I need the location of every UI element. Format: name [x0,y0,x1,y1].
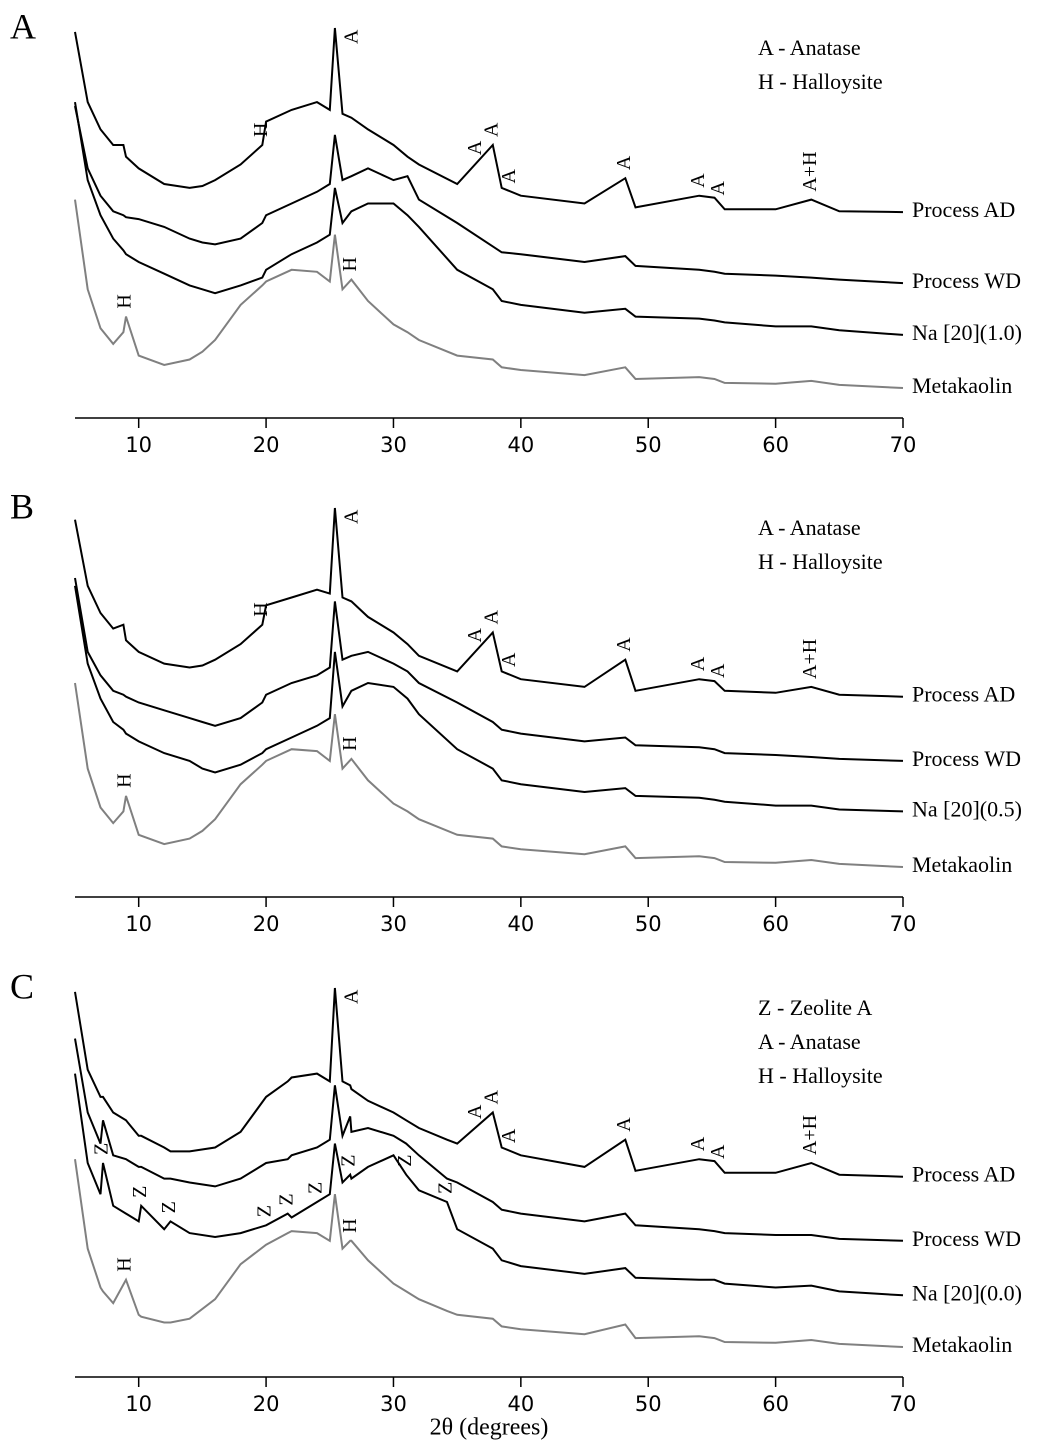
panel-label: C [10,966,34,1006]
x-tick-label: 60 [762,433,789,457]
xrd-pattern [74,101,904,336]
x-tick-label: 10 [125,1392,152,1416]
peak-label: H [339,1218,361,1232]
x-tick-label: 20 [253,912,280,936]
peak-label: H [250,123,272,137]
xrd-pattern [74,1159,904,1348]
x-tick-label: 70 [890,1392,917,1416]
peak-label: A [464,1104,486,1119]
legend-text: H - Halloysite [758,1063,883,1088]
x-tick-label: 70 [890,912,917,936]
peak-label: Z [254,1205,276,1217]
x-tick-label: 50 [635,912,662,936]
peak-label: Z [158,1201,180,1213]
xrd-pattern [74,1038,904,1242]
x-tick-label: 20 [253,433,280,457]
peak-label: H [114,294,136,308]
xrd-pattern [74,507,904,698]
legend-text: A - Anatase [758,35,861,60]
series-label: Metakaolin [912,373,1012,398]
peak-label: Z [275,1193,297,1205]
xrd-pattern [74,1073,904,1297]
x-axis-label: 2θ (degrees) [430,1415,549,1441]
panel-label: B [10,486,34,526]
series-label: Process AD [912,1162,1015,1187]
peak-label: A [707,663,729,678]
xrd-pattern [74,27,904,214]
legend-text: H - Halloysite [758,549,883,574]
peak-label: A [707,1144,729,1159]
x-tick-label: 60 [762,1392,789,1416]
xrd-pattern [74,987,904,1178]
peak-label: H [339,736,361,750]
peak-label: A [707,181,729,196]
peak-label: A [498,652,520,667]
legend-text: A - Anatase [758,515,861,540]
peak-label: A [613,155,635,170]
peak-label: A [498,169,520,184]
peak-label: A [464,140,486,155]
peak-label: A [340,29,362,44]
x-tick-label: 50 [635,433,662,457]
peak-label: A [340,989,362,1004]
legend-text: H - Halloysite [758,69,883,94]
peak-label: Z [305,1182,327,1194]
peak-label: A+H [799,1115,821,1155]
peak-label: A+H [799,639,821,679]
x-tick-label: 70 [890,433,917,457]
x-tick-label: 30 [380,433,407,457]
series-label: Metakaolin [912,852,1012,877]
peak-label: H [339,257,361,271]
peak-label: H [114,1257,136,1271]
x-tick-label: 10 [125,912,152,936]
peak-label: Z [435,1182,457,1194]
x-tick-label: 40 [507,433,534,457]
peak-label: A [480,1089,502,1104]
x-tick-label: 40 [507,1392,534,1416]
peak-label: A [480,122,502,137]
peak-label: A [340,509,362,524]
series-label: Process AD [912,197,1015,222]
peak-label: Z [129,1186,151,1198]
peak-label: H [250,602,272,616]
x-tick-label: 60 [762,912,789,936]
series-label: Na [20](1.0) [912,320,1022,345]
xrd-pattern [74,682,904,868]
series-label: Process WD [912,1226,1021,1251]
peak-label: Z [91,1143,113,1155]
series-label: Na [20](0.0) [912,1280,1022,1305]
peak-label: A [498,1128,520,1143]
series-label: Process WD [912,746,1021,771]
peak-label: A [687,656,709,671]
legend-text: Z - Zeolite A [758,995,872,1020]
peak-label: A [687,173,709,188]
peak-label: Z [394,1155,416,1167]
peak-label: A [613,1117,635,1132]
x-tick-label: 30 [380,912,407,936]
series-label: Metakaolin [912,1332,1012,1357]
panel-label: A [10,6,36,46]
peak-label: A [464,628,486,643]
xrd-pattern [74,199,904,389]
xrd-pattern [74,585,904,813]
x-tick-label: 10 [125,433,152,457]
xrd-pattern [74,105,904,285]
xrd-pattern [74,577,904,762]
x-tick-label: 30 [380,1392,407,1416]
series-label: Process AD [912,682,1015,707]
x-tick-label: 20 [253,1392,280,1416]
series-label: Process WD [912,268,1021,293]
peak-label: H [114,773,136,787]
legend-text: A - Anatase [758,1029,861,1054]
x-tick-label: 40 [507,912,534,936]
peak-label: Z [338,1155,360,1167]
series-label: Na [20](0.5) [912,796,1022,821]
peak-label: A [687,1136,709,1151]
peak-label: A+H [799,151,821,191]
peak-label: A [480,609,502,624]
x-tick-label: 50 [635,1392,662,1416]
peak-label: A [613,637,635,652]
